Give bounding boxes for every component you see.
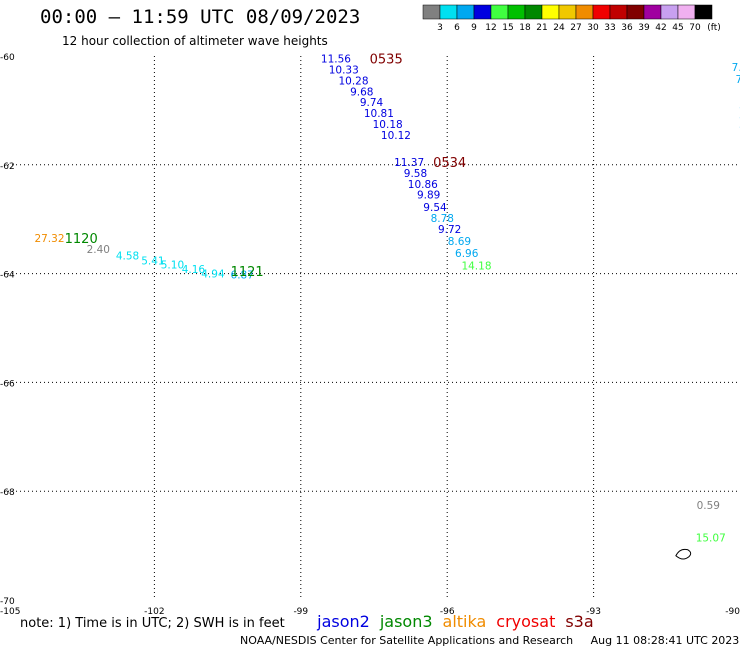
swh-value-label: 9.54	[423, 202, 447, 214]
page-subtitle: 12 hour collection of altimeter wave hei…	[62, 34, 328, 48]
swh-value-label: 4.94	[201, 269, 225, 281]
colorbar-tick-label: 15	[502, 23, 513, 33]
colorbar-tick-label: 36	[621, 23, 633, 33]
colorbar-tick-label: 39	[638, 23, 650, 33]
swh-value-label: 2.40	[87, 244, 110, 256]
legend-row: note: 1) Time is in UTC; 2) SWH is in fe…	[20, 612, 594, 631]
colorbar-tick-label: 21	[536, 23, 547, 33]
footer-credit: NOAA/NESDIS Center for Satellite Applica…	[240, 634, 574, 647]
pass-time-label: 0534	[433, 156, 466, 171]
swh-value-label: 5.10	[161, 259, 184, 271]
footer-timestamp: Aug 11 08:28:41 UTC 2023	[590, 634, 740, 647]
colorbar-tick-label: 42	[655, 23, 666, 33]
x-tick-label: -105	[0, 607, 20, 617]
colorbar-tick-label: 70	[689, 23, 701, 33]
swh-value-label: 27.32	[34, 233, 64, 245]
swh-value-label: 11.56	[321, 54, 351, 66]
colorbar-tick-label: 45	[672, 23, 683, 33]
colorbar-legend: 3 6 9 12 15 18 21 24 27 30 33 36 39 42 45 70 (ft)	[422, 4, 721, 33]
colorbar-tick-label: 9	[471, 23, 477, 33]
swh-value-label: 10.18	[373, 119, 403, 131]
x-tick-label: -96	[440, 607, 455, 617]
colorbar-tick-label: 3	[437, 23, 443, 33]
swh-value-label: 9.89	[417, 190, 440, 202]
pass-time-label: 0535	[370, 53, 403, 68]
colorbar-swatch	[694, 4, 713, 20]
swh-value-label: 10.81	[364, 108, 394, 120]
swh-value-label: 11.37	[394, 157, 424, 169]
swh-value-label: 10.12	[381, 130, 411, 142]
colorbar-tick-label: 18	[519, 23, 531, 33]
satellite-legend-jason3: jason3	[379, 612, 433, 631]
colorbar-unit: (ft)	[707, 23, 721, 33]
swh-value-label: 9.74	[360, 97, 384, 109]
page-title: 00:00 – 11:59 UTC 08/09/2023	[40, 6, 361, 28]
swh-value-label: 9.72	[438, 224, 461, 236]
island-outline	[675, 548, 692, 560]
colorbar-tick-label: 30	[587, 23, 599, 33]
x-tick-label: -102	[144, 607, 164, 617]
swh-value-label: 6.96	[455, 248, 479, 260]
satellite-legend-jason2: jason2	[317, 612, 370, 631]
swh-value-label: 6.87	[231, 270, 254, 282]
colorbar-tick-label: 24	[553, 23, 565, 33]
swh-value-label: 10.86	[408, 179, 438, 191]
swh-value-label: 0.59	[697, 500, 720, 512]
colorbar-tick-label: 12	[485, 23, 496, 33]
footer: NOAA/NESDIS Center for Satellite Applica…	[240, 634, 739, 647]
swh-value-label: 9.68	[350, 86, 373, 98]
x-tick-label: -99	[293, 607, 308, 617]
colorbar-tick-label: 33	[604, 23, 615, 33]
note-text: note: 1) Time is in UTC; 2) SWH is in fe…	[20, 616, 285, 631]
y-tick-label: -70	[0, 597, 15, 607]
y-tick-label: -60	[0, 53, 15, 63]
pass-time-label: 1121	[231, 265, 264, 280]
swh-value-label: 10.33	[329, 65, 359, 77]
colorbar-tick-label: 6	[454, 23, 460, 33]
swh-value-label: 7.9	[736, 74, 740, 86]
x-tick-label: -93	[586, 607, 601, 617]
pass-time-label: 1120	[65, 232, 98, 247]
swh-value-label: 7.7	[732, 62, 740, 74]
colorbar-tick-label: 27	[570, 23, 581, 33]
swh-value-label: 4.58	[116, 251, 139, 263]
y-tick-label: -62	[0, 162, 15, 172]
swh-value-label: 9.58	[404, 168, 427, 180]
swh-value-label: 5.41	[141, 256, 164, 268]
swh-value-label: 8.69	[448, 236, 471, 248]
y-tick-label: -68	[0, 488, 15, 498]
satellite-legend: jason2 jason3 altika cryosat s3a	[317, 612, 594, 631]
y-tick-label: -64	[0, 271, 15, 281]
satellite-legend-altika: altika	[442, 612, 487, 631]
x-tick-label: -90	[725, 607, 740, 617]
swh-value-label: 15.07	[696, 532, 726, 544]
y-tick-label: -66	[0, 379, 15, 389]
swh-value-label: 8.78	[431, 213, 454, 225]
swh-value-label: 10.28	[338, 75, 368, 87]
swh-value-label: 4.16	[182, 264, 206, 276]
satellite-legend-cryosat: cryosat	[496, 612, 556, 631]
satellite-legend-s3a: s3a	[565, 612, 594, 631]
swh-value-label: 14.18	[461, 260, 491, 272]
